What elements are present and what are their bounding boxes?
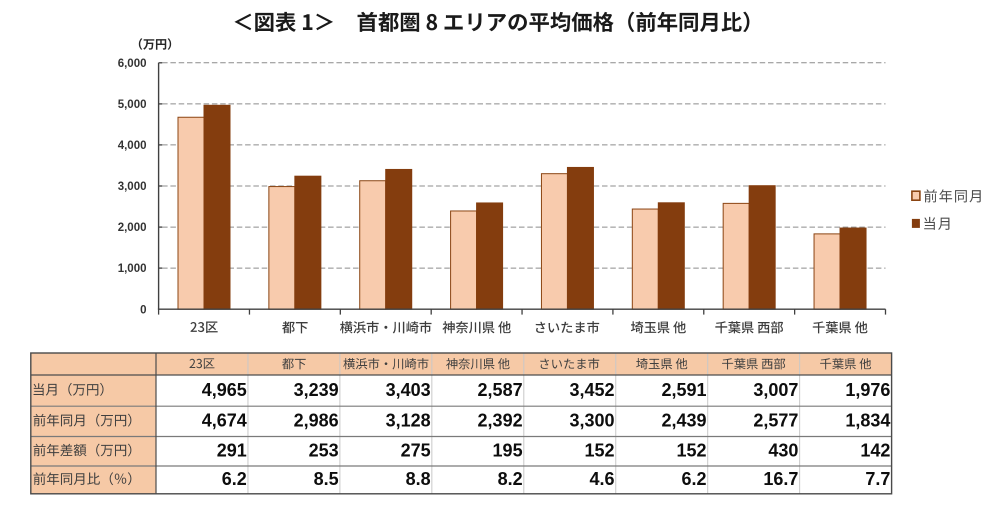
- svg-text:8.2: 8.2: [498, 469, 523, 489]
- svg-text:7.7: 7.7: [865, 469, 890, 489]
- svg-text:291: 291: [217, 441, 247, 461]
- svg-text:2,577: 2,577: [753, 411, 798, 431]
- svg-text:8.8: 8.8: [406, 469, 431, 489]
- svg-text:3,239: 3,239: [294, 380, 339, 400]
- svg-text:430: 430: [768, 441, 798, 461]
- svg-text:2,587: 2,587: [478, 380, 523, 400]
- svg-text:2,986: 2,986: [294, 411, 339, 431]
- svg-text:3,007: 3,007: [753, 380, 798, 400]
- svg-text:275: 275: [401, 441, 431, 461]
- svg-text:253: 253: [309, 441, 339, 461]
- svg-text:195: 195: [493, 441, 523, 461]
- svg-text:3,128: 3,128: [386, 411, 431, 431]
- svg-text:2,591: 2,591: [661, 380, 706, 400]
- svg-text:16.7: 16.7: [763, 469, 798, 489]
- svg-text:4.6: 4.6: [590, 469, 615, 489]
- svg-text:142: 142: [860, 441, 890, 461]
- svg-text:4,965: 4,965: [202, 380, 247, 400]
- svg-text:6.2: 6.2: [222, 469, 247, 489]
- svg-text:2,000: 2,000: [118, 222, 147, 234]
- svg-text:0: 0: [140, 304, 146, 316]
- svg-text:4,674: 4,674: [202, 411, 247, 431]
- svg-text:2,392: 2,392: [478, 411, 523, 431]
- svg-text:4,000: 4,000: [118, 140, 147, 152]
- svg-text:3,300: 3,300: [570, 411, 615, 431]
- svg-text:1,976: 1,976: [845, 380, 890, 400]
- svg-text:3,452: 3,452: [570, 380, 615, 400]
- svg-text:152: 152: [676, 441, 706, 461]
- svg-text:8.5: 8.5: [314, 469, 339, 489]
- svg-text:6.2: 6.2: [681, 469, 706, 489]
- svg-text:1,000: 1,000: [118, 263, 147, 275]
- svg-text:1,834: 1,834: [845, 411, 890, 431]
- svg-text:3,403: 3,403: [386, 380, 431, 400]
- svg-text:2,439: 2,439: [661, 411, 706, 431]
- svg-text:152: 152: [585, 441, 615, 461]
- svg-text:6,000: 6,000: [118, 58, 147, 70]
- svg-text:5,000: 5,000: [118, 99, 147, 111]
- svg-text:3,000: 3,000: [118, 181, 147, 193]
